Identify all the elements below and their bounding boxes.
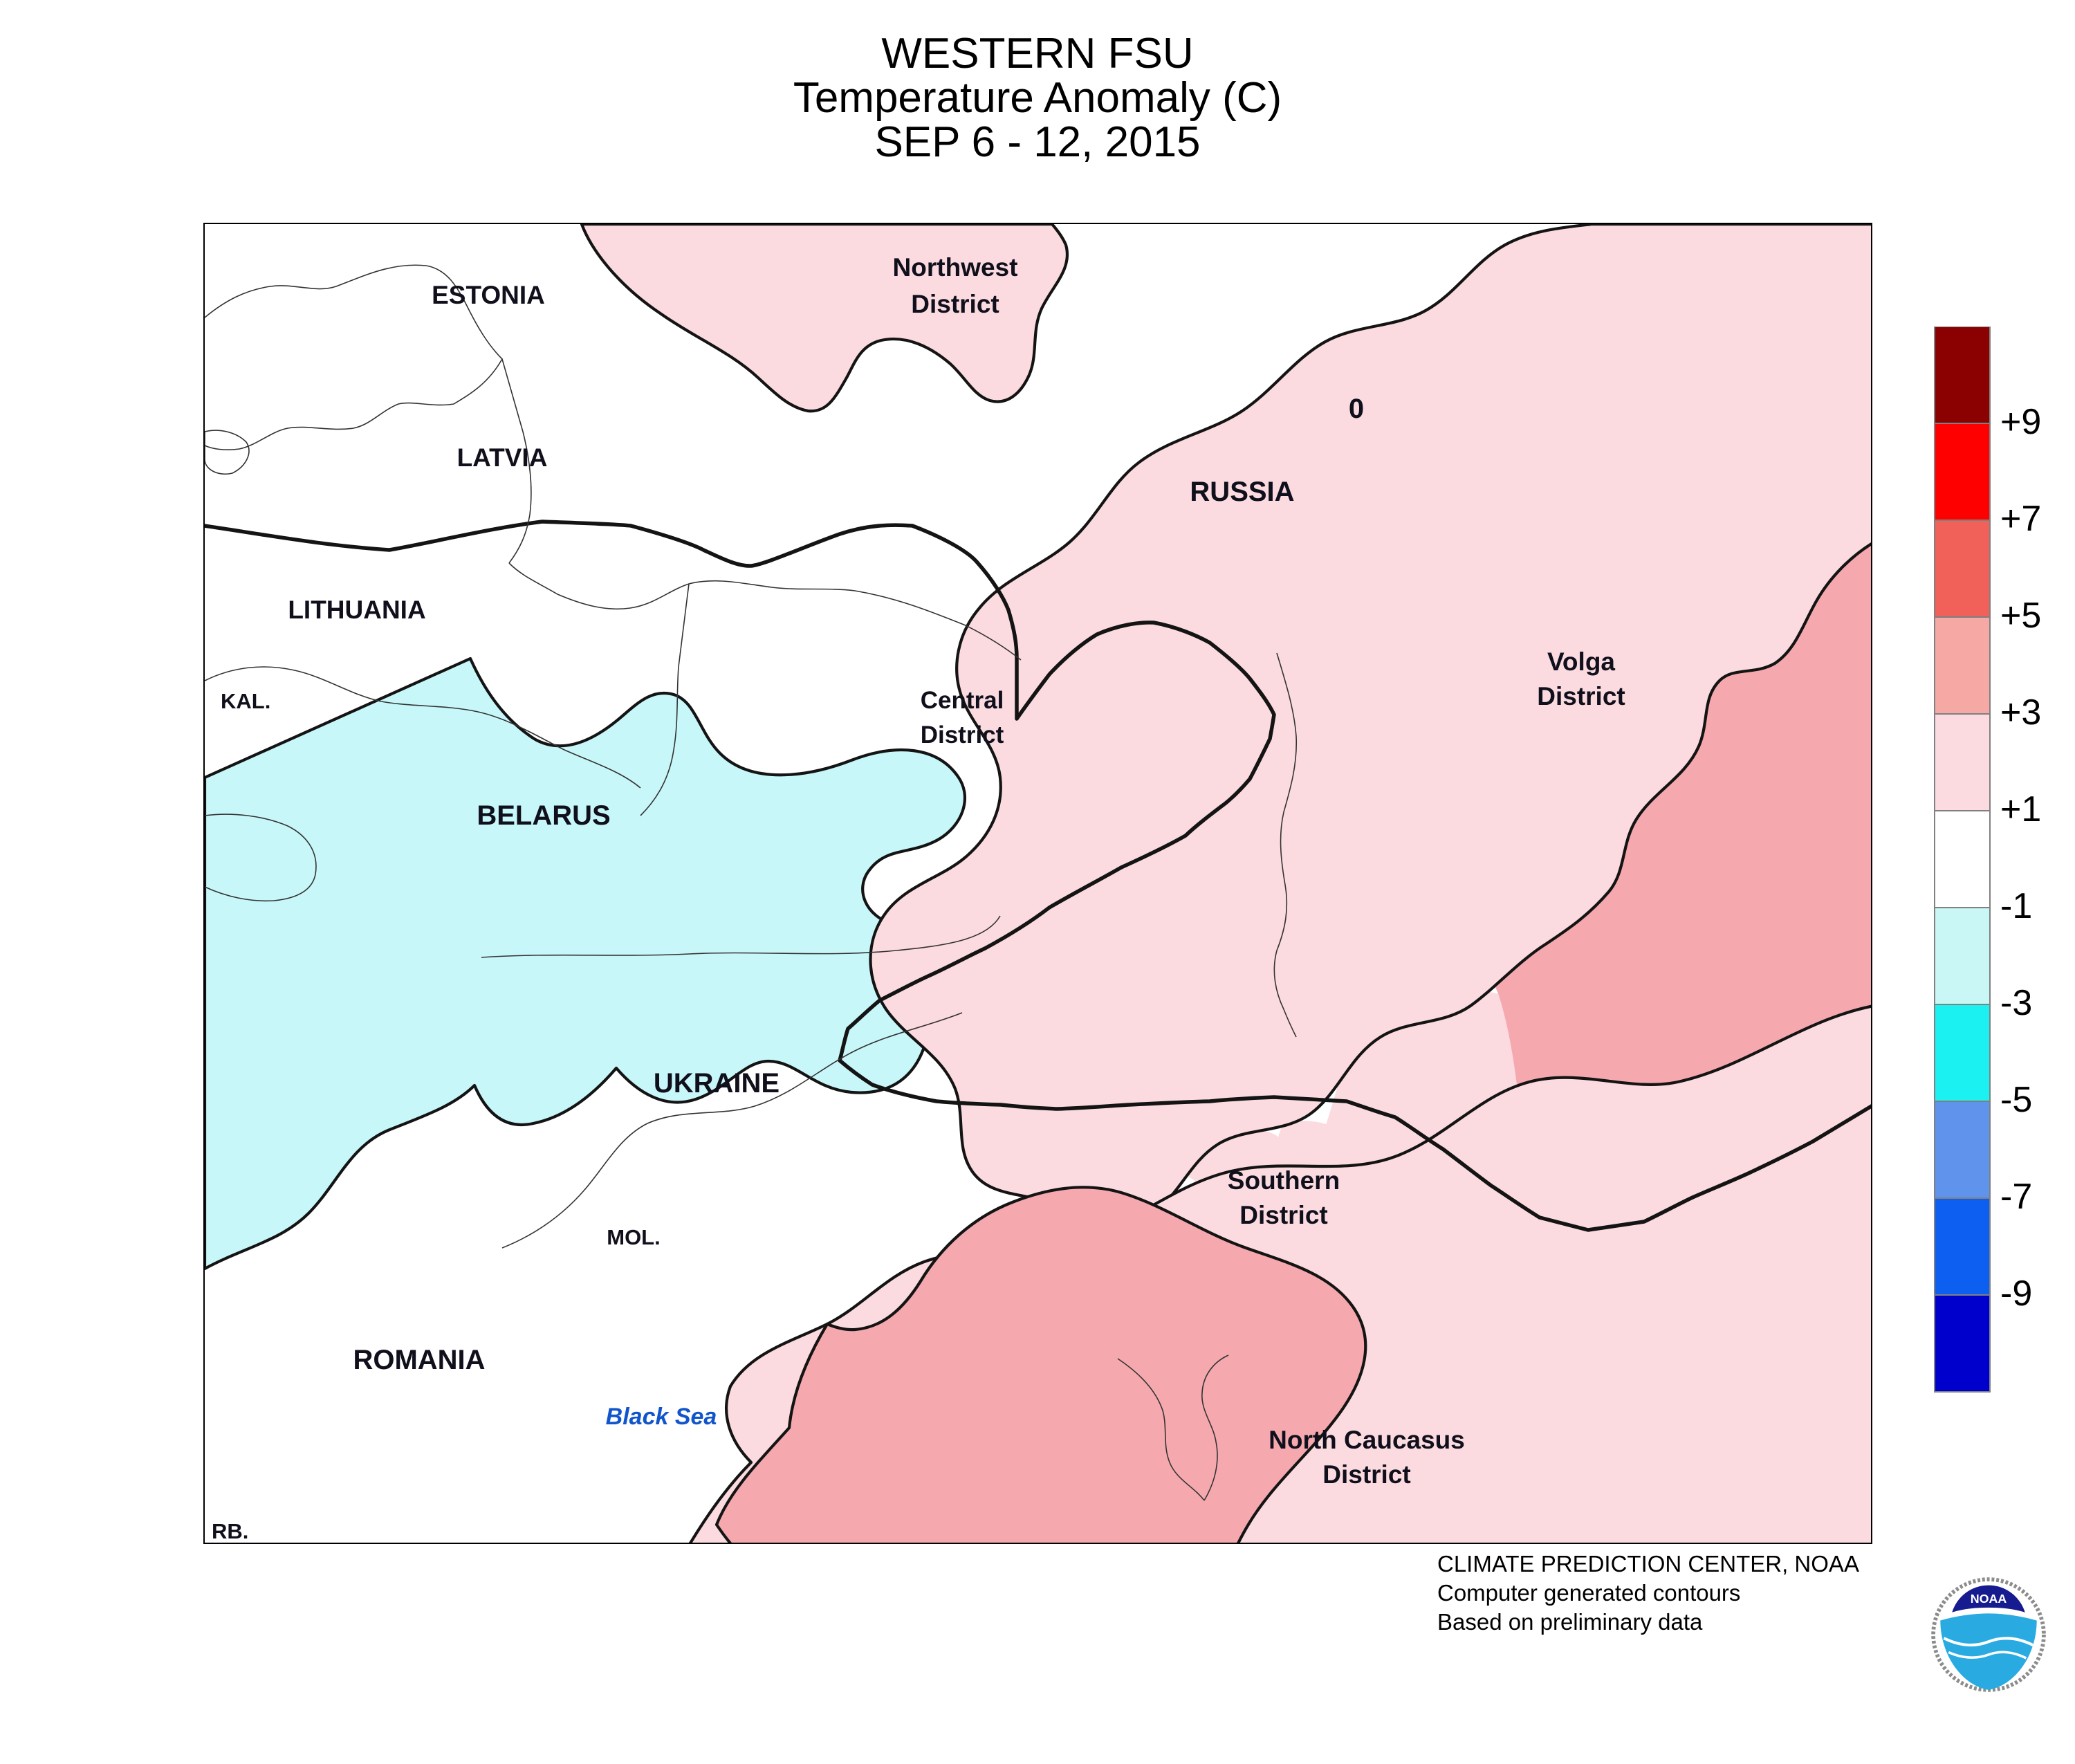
svg-text:LATVIA: LATVIA xyxy=(457,443,548,472)
svg-text:District: District xyxy=(911,290,999,318)
svg-text:+3: +3 xyxy=(2000,692,2041,733)
svg-text:-3: -3 xyxy=(2000,983,2032,1023)
svg-text:BELARUS: BELARUS xyxy=(477,800,610,831)
svg-text:ROMANIA: ROMANIA xyxy=(353,1345,485,1375)
svg-text:UKRAINE: UKRAINE xyxy=(654,1068,780,1099)
svg-text:Central: Central xyxy=(921,687,1004,714)
svg-text:+7: +7 xyxy=(2000,499,2041,539)
svg-text:District: District xyxy=(1322,1460,1410,1489)
svg-text:+5: +5 xyxy=(2000,596,2041,636)
svg-text:MOL.: MOL. xyxy=(607,1225,661,1249)
svg-text:+9: +9 xyxy=(2000,402,2041,442)
svg-text:Black Sea: Black Sea xyxy=(606,1404,717,1430)
svg-text:0: 0 xyxy=(1349,394,1364,424)
svg-text:District: District xyxy=(921,722,1004,748)
svg-text:-5: -5 xyxy=(2000,1080,2032,1120)
svg-text:ESTONIA: ESTONIA xyxy=(432,281,545,309)
svg-text:KAL.: KAL. xyxy=(221,689,270,713)
svg-text:District: District xyxy=(1537,682,1625,710)
svg-text:RUSSIA: RUSSIA xyxy=(1190,477,1294,507)
svg-text:-9: -9 xyxy=(2000,1274,2032,1314)
svg-text:LITHUANIA: LITHUANIA xyxy=(288,596,425,624)
svg-text:Northwest: Northwest xyxy=(893,253,1018,282)
svg-text:-7: -7 xyxy=(2000,1177,2032,1217)
svg-text:Volga: Volga xyxy=(1547,647,1615,676)
svg-text:+1: +1 xyxy=(2000,789,2041,829)
svg-text:NOAA: NOAA xyxy=(1971,1592,2007,1606)
svg-text:-1: -1 xyxy=(2000,886,2032,926)
svg-text:Southern: Southern xyxy=(1228,1166,1340,1195)
svg-text:District: District xyxy=(1239,1201,1327,1229)
svg-text:North Caucasus: North Caucasus xyxy=(1269,1426,1465,1454)
svg-text:RB.: RB. xyxy=(212,1519,248,1543)
